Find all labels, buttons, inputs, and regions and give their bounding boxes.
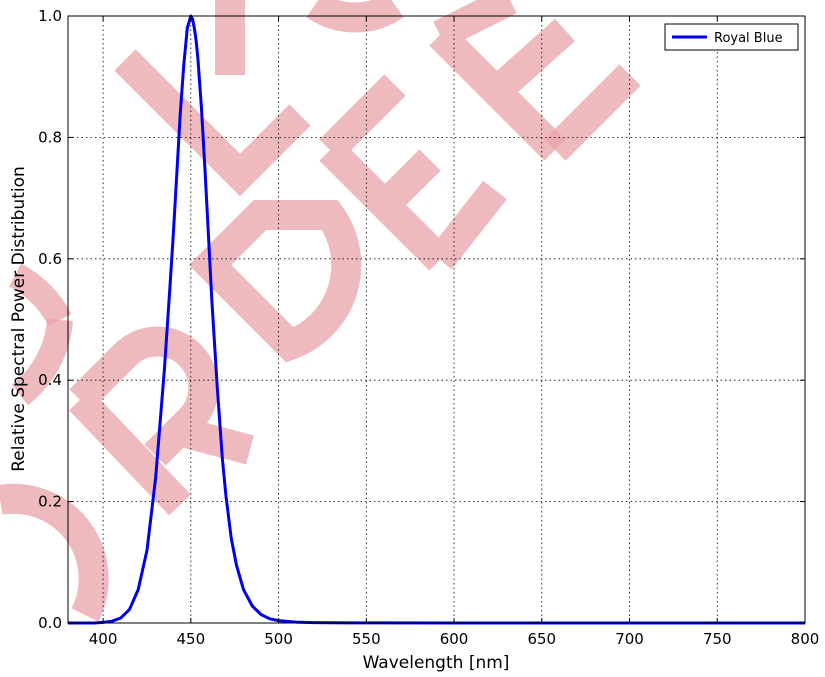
x-tick-label: 650 (527, 630, 556, 648)
x-tick-labels: 400 450 500 550 600 650 700 750 800 (89, 630, 820, 648)
grid (68, 16, 805, 623)
x-tick-label: 550 (352, 630, 381, 648)
x-tick-label: 450 (177, 630, 206, 648)
y-tick-label: 0.2 (38, 493, 62, 511)
x-tick-label: 600 (440, 630, 469, 648)
plot-frame (67, 15, 806, 624)
x-tick-label: 750 (703, 630, 732, 648)
x-tick-label: 800 (791, 630, 820, 648)
x-axis-label: Wavelength [nm] (363, 653, 510, 673)
y-tick-labels: 0.0 0.2 0.4 0.6 0.8 1.0 (38, 7, 62, 632)
tick-marks (68, 15, 806, 624)
y-tick-label: 1.0 (38, 7, 62, 25)
y-tick-label: 0.4 (38, 371, 62, 389)
y-axis-label: Relative Spectral Power Distribution (9, 166, 29, 472)
legend: Royal Blue (664, 23, 799, 51)
x-tick-label: 700 (615, 630, 644, 648)
x-tick-label: 500 (264, 630, 293, 648)
y-tick-label: 0.6 (38, 250, 62, 268)
series-group (68, 14, 805, 625)
y-tick-label: 0.8 (38, 128, 62, 146)
legend-label-royal-blue: Royal Blue (714, 31, 783, 46)
series-line (68, 14, 805, 625)
y-tick-label: 0.0 (38, 614, 62, 632)
x-tick-label: 400 (89, 630, 118, 648)
